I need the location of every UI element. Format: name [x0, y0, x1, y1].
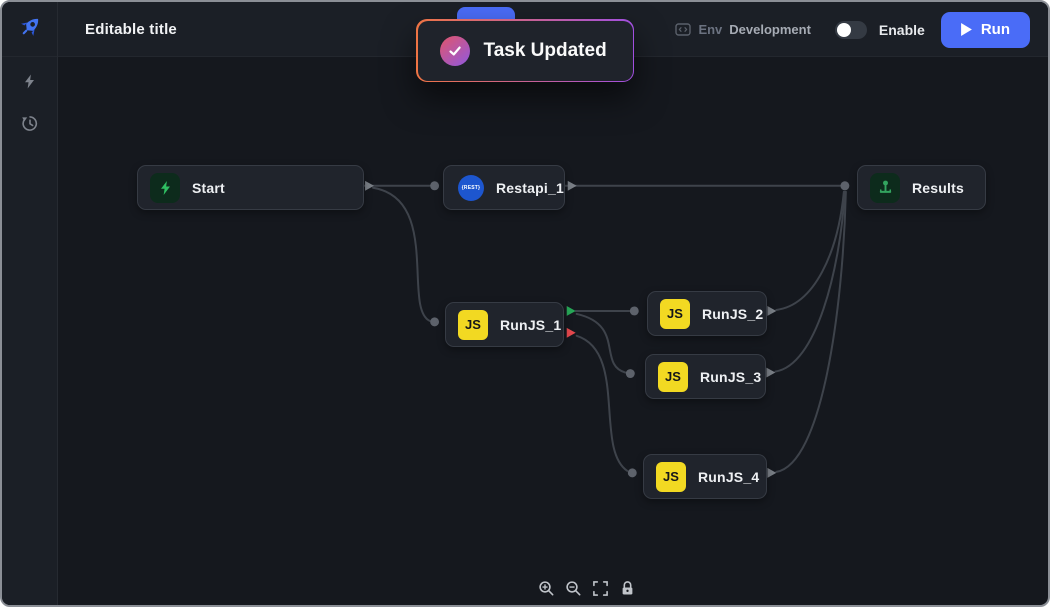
node-label: RunJS_3 [700, 368, 762, 385]
node-runjs_3[interactable]: JS RunJS_3 [645, 354, 766, 399]
output-port-arrow-gray[interactable] [767, 305, 777, 316]
js-icon: JS [656, 461, 686, 492]
lock-icon[interactable] [619, 580, 636, 597]
input-port-dot[interactable] [430, 181, 440, 191]
env-group: Env Development [675, 22, 811, 37]
play-icon [960, 23, 972, 36]
logo-box[interactable] [2, 2, 58, 57]
node-runjs_2[interactable]: JS RunJS_2 [647, 291, 767, 336]
edge-runjs_2-results [775, 190, 845, 311]
rocket-logo-icon [16, 13, 44, 46]
node-label: Restapi_1 [496, 179, 564, 196]
rest-icon: {REST} [458, 174, 484, 201]
sidebar [2, 57, 58, 605]
lightning-icon [150, 172, 180, 203]
run-button-label: Run [980, 21, 1010, 38]
obscured-button[interactable] [457, 7, 515, 21]
edge-runjs_1-runjs_3 [575, 312, 627, 374]
fit-view-icon[interactable] [592, 580, 609, 597]
js-icon: JS [658, 361, 688, 392]
js-icon: JS [660, 298, 690, 329]
toast-inner: Task Updated [417, 20, 633, 81]
node-label: RunJS_4 [698, 468, 760, 485]
output-port-arrow-red[interactable] [566, 327, 576, 338]
output-port-arrow-gray[interactable] [365, 180, 375, 191]
node-label: Results [912, 179, 964, 196]
zoom-in-icon[interactable] [538, 580, 555, 597]
output-port-arrow-gray[interactable] [767, 467, 777, 478]
history-icon[interactable] [20, 113, 40, 133]
node-start[interactable]: Start [137, 165, 364, 210]
node-restapi_1[interactable]: {REST} Restapi_1 [443, 165, 565, 210]
input-port-dot[interactable] [840, 181, 850, 191]
edge-runjs_3-results [774, 190, 846, 373]
canvas-toolbar [538, 580, 636, 597]
enable-label: Enable [878, 21, 925, 38]
env-icon [675, 22, 692, 37]
node-label: Start [192, 179, 225, 196]
env-label: Env [698, 22, 723, 37]
node-label: RunJS_2 [702, 305, 764, 322]
input-port-dot[interactable] [625, 369, 635, 379]
toast-notification[interactable]: Task Updated [416, 19, 635, 82]
output-port-arrow-green[interactable] [566, 305, 576, 316]
page-title[interactable]: Editable title [85, 21, 177, 38]
input-port-dot[interactable] [430, 317, 440, 327]
toggle-knob [836, 22, 851, 37]
output-port-arrow-gray[interactable] [567, 180, 577, 191]
toast-message: Task Updated [483, 39, 607, 61]
results-icon [870, 172, 900, 203]
edge-runjs_1-runjs_4 [575, 334, 629, 472]
input-port-dot[interactable] [629, 306, 639, 316]
node-label: RunJS_1 [500, 316, 562, 333]
zoom-out-icon[interactable] [565, 580, 582, 597]
js-icon: JS [458, 309, 488, 340]
enable-toggle[interactable] [834, 20, 867, 39]
lightning-icon[interactable] [20, 71, 40, 91]
node-results[interactable]: Results [857, 165, 986, 210]
node-runjs_1[interactable]: JS RunJS_1 [445, 302, 564, 347]
node-runjs_4[interactable]: JS RunJS_4 [643, 454, 767, 499]
run-button[interactable]: Run [940, 11, 1030, 48]
edge-runjs_4-results [775, 190, 847, 473]
check-icon [439, 35, 470, 66]
input-port-dot[interactable] [627, 468, 637, 478]
output-port-arrow-gray[interactable] [766, 367, 776, 378]
edge-start-runjs_1 [372, 186, 431, 322]
topbar-right: Env Development Enable Run [675, 2, 1030, 57]
env-value[interactable]: Development [729, 22, 811, 37]
